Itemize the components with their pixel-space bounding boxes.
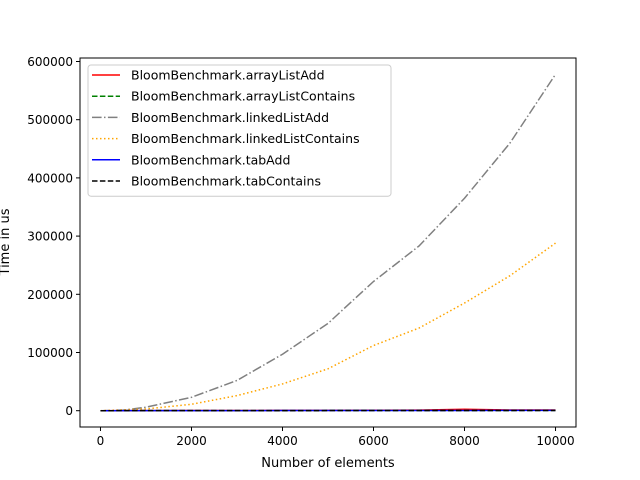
plot-frame [79, 57, 577, 428]
legend-label-5: BloomBenchmark.tabAdd [131, 152, 290, 167]
legend-label-2: BloomBenchmark.arrayListContains [131, 89, 355, 104]
legend-label-6: BloomBenchmark.tabContains [131, 174, 321, 189]
y-tick-label: 600000 [27, 55, 73, 69]
legend-box [87, 64, 392, 197]
y-axis-ticks: 0 100000 200000 300000 400000 500000 600000 [27, 55, 80, 418]
series-line-4 [100, 242, 556, 412]
y-tick-label: 400000 [27, 171, 73, 185]
x-tick-label: 8000 [449, 434, 480, 448]
x-tick-label: 2000 [176, 434, 207, 448]
x-axis-label: Number of elements [261, 456, 395, 471]
y-tick-label: 100000 [27, 346, 73, 360]
y-tick-label: 200000 [27, 288, 73, 302]
legend-label-4: BloomBenchmark.linkedListContains [131, 131, 360, 146]
series-line-3 [100, 73, 557, 412]
y-tick-label: 0 [65, 404, 73, 418]
y-tick-label: 300000 [27, 230, 73, 244]
y-tick-label: 500000 [27, 113, 73, 127]
x-tick-label: 10000 [536, 434, 574, 448]
legend-label-3: BloomBenchmark.linkedListAdd [131, 110, 329, 125]
legend: BloomBenchmark.arrayListAdd BloomBenchmar… [87, 64, 392, 197]
y-axis-label: Time in us [0, 208, 13, 276]
x-tick-label: 4000 [267, 434, 298, 448]
legend-label-1: BloomBenchmark.arrayListAdd [131, 68, 325, 83]
series-layer [100, 73, 557, 412]
x-tick-label: 0 [97, 434, 105, 448]
x-axis-ticks: 0 2000 4000 6000 8000 10000 [97, 427, 575, 448]
x-tick-label: 6000 [358, 434, 389, 448]
